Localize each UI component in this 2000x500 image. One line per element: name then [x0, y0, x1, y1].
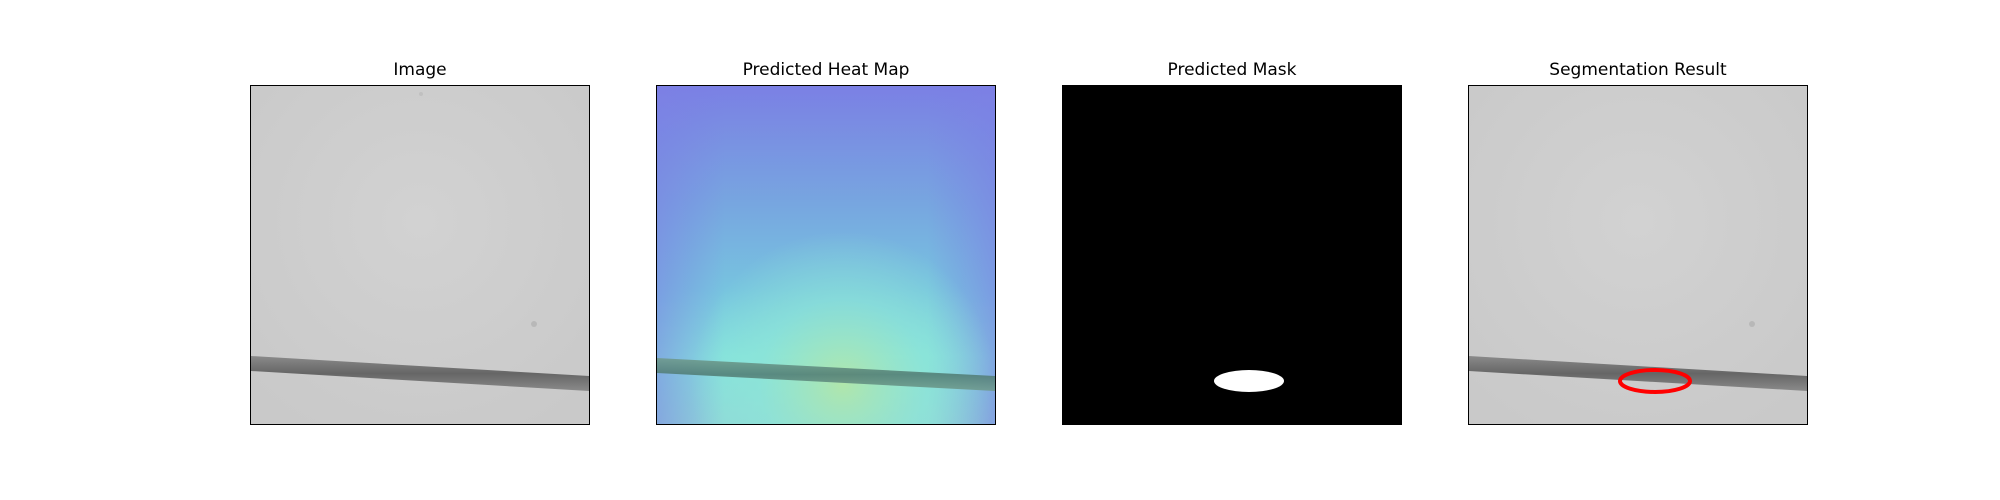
segmentation-contour	[1618, 368, 1692, 394]
segmentation-speck	[1749, 321, 1755, 327]
mask-frame	[1062, 85, 1402, 425]
heat-map-dark-line	[657, 358, 995, 391]
panel-title-heat-map: Predicted Heat Map	[742, 60, 910, 80]
panel-title-segmentation-result: Segmentation Result	[1549, 60, 1727, 80]
grayscale-image	[251, 86, 589, 424]
image-dark-line	[251, 356, 589, 391]
image-speck	[419, 92, 423, 96]
segmentation-frame	[1468, 85, 1808, 425]
segmentation-dark-line	[1469, 356, 1807, 391]
mask-background	[1063, 86, 1401, 424]
image-frame	[250, 85, 590, 425]
segmentation-image	[1469, 86, 1807, 424]
heat-map-image	[657, 86, 995, 424]
panel-title-image: Image	[393, 60, 447, 80]
mask-blob	[1214, 370, 1284, 392]
heat-map-frame	[656, 85, 996, 425]
panel-title-mask: Predicted Mask	[1167, 60, 1297, 80]
mask-image	[1063, 86, 1401, 424]
image-speck	[531, 321, 537, 327]
